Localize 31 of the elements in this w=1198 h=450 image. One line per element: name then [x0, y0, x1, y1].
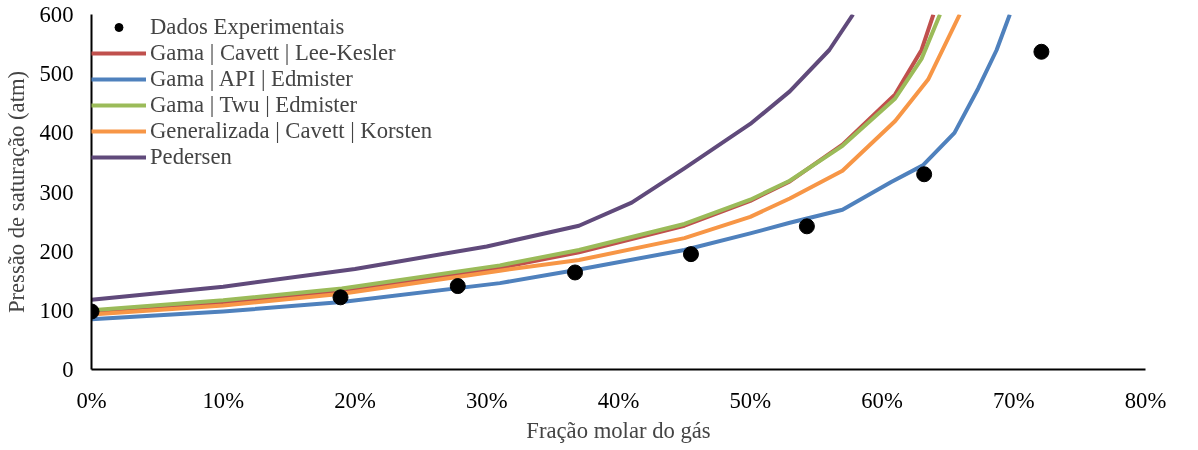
- legend-label: Dados Experimentais: [150, 14, 345, 40]
- x-tick-label: 0%: [76, 387, 107, 413]
- point: [567, 264, 584, 281]
- x-tick-label: 10%: [202, 387, 245, 413]
- y-tick-label: 100: [39, 297, 74, 323]
- x-tick-label: 80%: [1124, 387, 1167, 413]
- y-tick-label: 300: [39, 179, 74, 205]
- point: [798, 218, 815, 235]
- point: [332, 289, 349, 306]
- point: [682, 246, 699, 263]
- x-tick-label: 60%: [861, 387, 903, 413]
- point: [449, 278, 466, 295]
- legend-label: Pedersen: [150, 144, 232, 170]
- y-tick-label: 200: [39, 238, 74, 264]
- legend-label: Gama | Cavett | Lee-Kesler: [150, 40, 396, 66]
- y-tick-label: 0: [62, 357, 74, 382]
- y-axis-title: Pressão de saturação (atm): [3, 70, 29, 314]
- x-tick-label: 50%: [729, 387, 772, 413]
- x-tick-label: 70%: [992, 387, 1035, 413]
- y-tick-label: 600: [39, 2, 74, 27]
- y-tick-label: 400: [39, 120, 74, 146]
- legend-label: Gama | Twu | Edmister: [150, 92, 358, 118]
- x-tick-label: 20%: [334, 387, 376, 413]
- x-axis-title: Fração molar do gás: [526, 417, 711, 443]
- legend-label: Gama | API | Edmister: [150, 66, 353, 92]
- legend-label: Generalizada | Cavett | Korsten: [150, 118, 433, 144]
- point: [1033, 43, 1050, 60]
- y-tick-label: 500: [39, 61, 74, 87]
- point: [916, 166, 933, 183]
- x-tick-label: 40%: [597, 387, 640, 413]
- x-tick-label: 30%: [465, 387, 508, 413]
